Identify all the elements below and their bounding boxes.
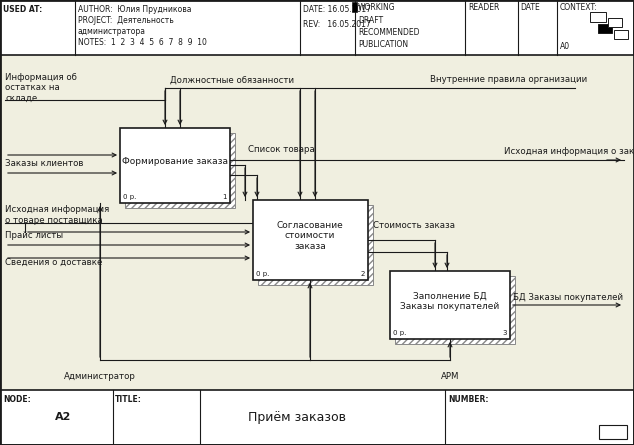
Text: Список товара: Список товара: [248, 146, 314, 154]
Text: 3: 3: [503, 330, 507, 336]
Text: БД Заказы покупателей: БД Заказы покупателей: [513, 292, 623, 302]
Text: 0 р.: 0 р.: [393, 330, 406, 336]
Text: NUMBER:: NUMBER:: [448, 395, 489, 404]
Bar: [390, 271, 510, 339]
Bar: [352, 2, 357, 12]
Text: Формирование заказа: Формирование заказа: [122, 157, 228, 166]
Text: Информация об
остатках на
складе: Информация об остатках на складе: [5, 73, 77, 103]
Bar: [120, 128, 230, 203]
Text: Исходная информация
о товаре поставщика: Исходная информация о товаре поставщика: [5, 205, 109, 225]
Text: Заказы клиентов: Заказы клиентов: [5, 159, 84, 169]
Bar: [258, 205, 373, 285]
Text: Исходная информация о заказе: Исходная информация о заказе: [504, 147, 634, 157]
Bar: [614, 30, 628, 39]
Bar: [0, 0, 634, 55]
Text: DATE: 16.05.2017: DATE: 16.05.2017: [303, 5, 371, 14]
Bar: [590, 12, 606, 22]
Text: АРМ: АРМ: [441, 372, 459, 381]
Text: Администратор: Администратор: [64, 372, 136, 381]
Text: A2: A2: [55, 412, 72, 422]
Text: READER: READER: [468, 3, 500, 12]
Text: AUTHOR:  Юлия Прудникова: AUTHOR: Юлия Прудникова: [78, 5, 191, 14]
Text: PUBLICATION: PUBLICATION: [358, 40, 408, 49]
Bar: [598, 24, 612, 33]
Text: RECOMMENDED: RECOMMENDED: [358, 28, 420, 37]
Text: REV:   16.05.2017: REV: 16.05.2017: [303, 20, 371, 29]
Text: 1: 1: [223, 194, 227, 200]
Text: Сведения о доставке: Сведения о доставке: [5, 258, 102, 267]
Text: TITLE:: TITLE:: [115, 395, 142, 404]
Text: CONTEXT:: CONTEXT:: [560, 3, 598, 12]
Bar: [125, 133, 235, 208]
Bar: [599, 425, 627, 439]
Text: Заполнение БД
Заказы покупателей: Заполнение БД Заказы покупателей: [401, 291, 500, 311]
Bar: [608, 18, 622, 27]
Text: A0: A0: [560, 42, 570, 51]
Text: Прайс листы: Прайс листы: [5, 231, 63, 239]
Text: 0 р.: 0 р.: [256, 271, 269, 277]
Text: WORKING: WORKING: [358, 3, 396, 12]
Text: DATE: DATE: [520, 3, 540, 12]
Text: администратора: администратора: [78, 27, 146, 36]
Text: Внутренние правила организации: Внутренние правила организации: [430, 76, 587, 85]
Text: Стоимость заказа: Стоимость заказа: [373, 221, 455, 230]
Bar: [0, 390, 634, 445]
Text: NOTES:  1  2  3  4  5  6  7  8  9  10: NOTES: 1 2 3 4 5 6 7 8 9 10: [78, 38, 207, 47]
Text: USED AT:: USED AT:: [3, 5, 42, 14]
Bar: [253, 200, 368, 280]
Text: Должностные обязанности: Должностные обязанности: [170, 76, 294, 85]
Text: 0 р.: 0 р.: [123, 194, 136, 200]
Text: 2: 2: [361, 271, 365, 277]
Text: NODE:: NODE:: [3, 395, 31, 404]
Bar: [395, 276, 515, 344]
Text: Приём заказов: Приём заказов: [248, 412, 346, 425]
Text: PROJECT:  Деятельность: PROJECT: Деятельность: [78, 16, 174, 25]
Text: DRAFT: DRAFT: [358, 16, 383, 25]
Text: Согласование
стоимости
заказа: Согласование стоимости заказа: [276, 221, 344, 251]
